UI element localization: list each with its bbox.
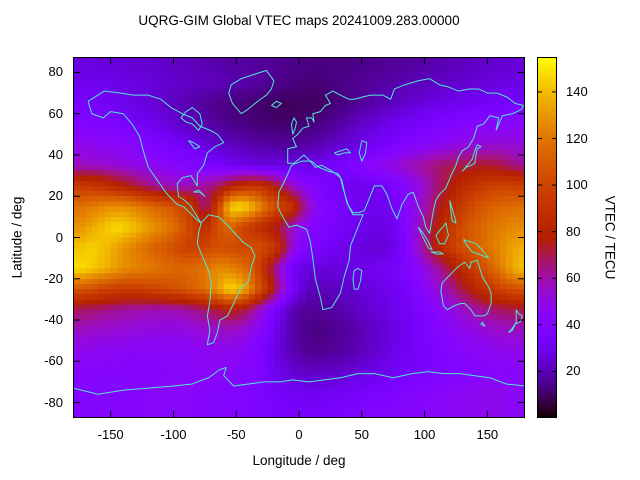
colorbar-tick-label: 120: [566, 130, 588, 146]
coastline-path: [291, 118, 296, 135]
colorbar-tick-label: 40: [566, 316, 581, 332]
x-tick-label: 50: [354, 427, 369, 442]
vtec-heatmap-canvas: [73, 57, 525, 418]
coastline-path: [463, 240, 488, 259]
y-axis-title: Latitude / deg: [9, 196, 25, 279]
colorbar-tick-label: 20: [566, 363, 581, 379]
x-axis-title: Longitude / deg: [252, 453, 346, 468]
y-tick-label: 40: [48, 146, 63, 162]
coastline-path: [334, 149, 350, 155]
chart-title: UQRG-GIM Global VTEC maps 20241009.283.0…: [138, 13, 460, 28]
y-tick-label: -20: [44, 270, 63, 286]
colorbar-tick-label: 60: [566, 270, 581, 286]
x-tick-label: -50: [226, 427, 246, 442]
colorbar-gradient-canvas: [537, 57, 557, 418]
coastline-path: [88, 91, 224, 223]
coastline-path: [288, 79, 524, 234]
colorbar-title: VTEC / TECU: [602, 195, 618, 280]
colorbar-tick-label: 100: [566, 177, 588, 193]
x-tick-label: 150: [476, 427, 499, 442]
coastline-path: [436, 223, 449, 244]
y-tick-label: -60: [44, 353, 63, 369]
coastline-path: [450, 200, 456, 223]
plot-tick-marks: [73, 57, 525, 418]
y-tick-label: 0: [55, 229, 63, 245]
coastline-path: [431, 252, 444, 254]
x-tick-label: 0: [295, 427, 303, 442]
coastline-path: [418, 227, 432, 250]
coastlines-overlay: [73, 57, 525, 418]
coastline-path: [189, 141, 200, 149]
coastline-path: [481, 322, 485, 326]
coastline-path: [197, 215, 255, 345]
coastline-path: [441, 260, 491, 316]
coastline-path: [73, 367, 525, 394]
y-tick-label: -80: [44, 394, 63, 410]
colorbar-tick-label: 140: [566, 83, 588, 99]
y-tick-label: -40: [44, 312, 63, 327]
coastline-path: [509, 310, 523, 333]
coastline-path: [229, 70, 274, 113]
colorbar-tick-marks: [537, 91, 557, 372]
coastline-path: [462, 145, 481, 172]
coastline-path: [181, 108, 202, 131]
coastline-path: [194, 190, 205, 196]
map-plot-area: [73, 57, 525, 418]
x-tick-label: -150: [97, 427, 124, 442]
coastline-path: [353, 268, 362, 289]
coastline-path: [278, 161, 363, 310]
colorbar: [537, 57, 557, 418]
x-tick-label: 100: [413, 427, 436, 442]
y-tick-label: 80: [48, 64, 63, 80]
y-tick-label: 20: [48, 188, 63, 204]
coastline-path: [271, 101, 281, 107]
x-tick-label: -100: [160, 427, 187, 442]
coastline-path: [359, 141, 367, 162]
y-tick-label: 60: [48, 105, 63, 121]
colorbar-tick-label: 80: [566, 223, 581, 239]
